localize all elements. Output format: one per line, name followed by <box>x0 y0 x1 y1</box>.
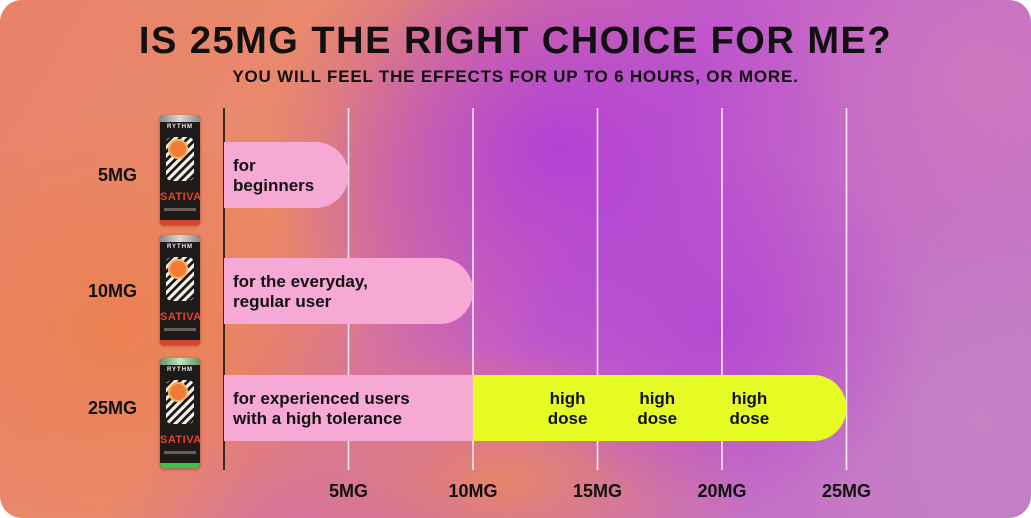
x-tick-label: 20MG <box>697 481 746 501</box>
product-can-image: RYTHM SATIVA <box>160 358 200 468</box>
page-subtitle: YOU WILL FEEL THE EFFECTS FOR UP TO 6 HO… <box>232 67 799 86</box>
row-label: 5MG <box>98 165 137 185</box>
can-strain: SATIVA <box>160 434 200 446</box>
high-dose-label: high dose <box>548 389 588 428</box>
row-label: 10MG <box>88 281 137 301</box>
bar-label: for the everyday, regular user <box>233 272 368 311</box>
product-can-image: RYTHM SATIVA <box>160 115 200 225</box>
can-brand: RYTHM <box>166 367 194 373</box>
can-strain: SATIVA <box>160 191 200 203</box>
x-tick-label: 10MG <box>448 481 497 501</box>
can-brand: RYTHM <box>166 124 194 130</box>
bar-segment <box>473 375 847 441</box>
bar-label: for experienced users with a high toleran… <box>232 389 410 428</box>
high-dose-label: high dose <box>637 389 677 428</box>
bar-label: for beginners <box>233 156 314 195</box>
page-title: IS 25MG THE RIGHT CHOICE FOR ME? <box>138 20 893 62</box>
bar-segment <box>224 142 349 208</box>
row-label: 25MG <box>88 398 137 418</box>
bar-segment <box>224 258 473 324</box>
product-can-image: RYTHM SATIVA <box>160 235 200 345</box>
bar-segment <box>224 375 473 441</box>
x-tick-label: 15MG <box>573 481 622 501</box>
high-dose-label: high dose <box>730 389 770 428</box>
can-strain: SATIVA <box>160 311 200 323</box>
x-tick-label: 25MG <box>822 481 871 501</box>
x-tick-label: 5MG <box>329 481 368 501</box>
can-brand: RYTHM <box>166 244 194 250</box>
